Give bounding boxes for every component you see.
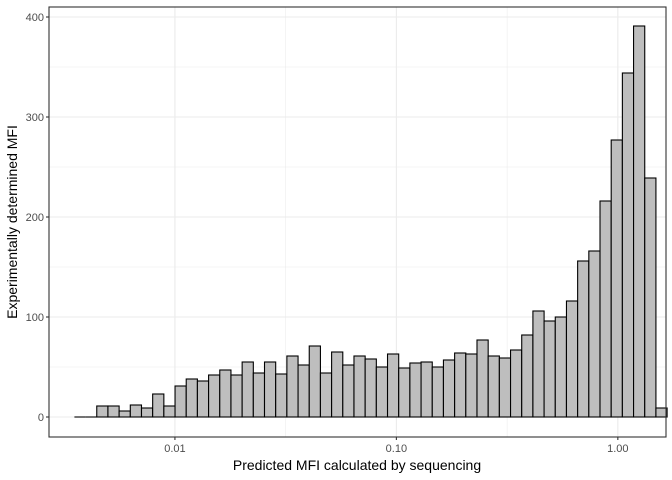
histogram-bar xyxy=(487,355,500,418)
histogram-bar xyxy=(509,349,523,418)
histogram-bar xyxy=(577,260,590,418)
histogram-bar xyxy=(498,357,512,418)
histogram-bar xyxy=(621,72,635,418)
histogram-bar xyxy=(286,355,299,418)
histogram-bar xyxy=(107,405,120,418)
histogram-bar xyxy=(610,139,623,418)
x-tick-label: 0.01 xyxy=(164,443,185,455)
histogram-bar xyxy=(241,361,254,418)
histogram-bar xyxy=(599,200,612,418)
y-axis: 0 100 200 300 400 xyxy=(26,12,49,424)
histogram-bar xyxy=(353,355,366,418)
bars xyxy=(74,25,668,418)
histogram-bar xyxy=(129,404,143,418)
histogram-bar xyxy=(655,407,668,418)
histogram-bar xyxy=(230,374,243,418)
histogram-bar xyxy=(565,300,579,418)
histogram-bar xyxy=(375,366,389,418)
histogram-bar xyxy=(174,385,187,418)
histogram-bar xyxy=(275,373,288,418)
histogram-bar xyxy=(588,250,601,418)
histogram-bar xyxy=(152,393,165,418)
y-tick-label: 200 xyxy=(26,212,44,224)
histogram-bar xyxy=(398,367,411,418)
y-tick-label: 0 xyxy=(38,412,44,424)
y-tick-label: 400 xyxy=(26,12,44,24)
histogram-bar xyxy=(185,378,198,418)
x-axis-title: Predicted MFI calculated by sequencing xyxy=(233,457,481,473)
histogram-bar xyxy=(465,353,478,418)
histogram-bar xyxy=(454,352,467,418)
histogram-bar xyxy=(409,362,422,418)
histogram-bar xyxy=(319,372,333,418)
y-axis-title: Experimentally determined MFI xyxy=(4,125,20,319)
x-tick-label: 0.10 xyxy=(386,443,407,455)
y-tick-label: 300 xyxy=(26,112,44,124)
histogram-bar xyxy=(96,405,109,418)
histogram-bar xyxy=(386,353,400,418)
histogram-bar xyxy=(442,359,456,418)
histogram-bar xyxy=(420,361,433,418)
histogram-bar xyxy=(644,177,657,418)
histogram-bar xyxy=(633,25,646,418)
histogram-bar xyxy=(532,310,545,418)
histogram-bar xyxy=(163,405,176,418)
histogram-bar xyxy=(364,358,377,418)
y-tick-label: 100 xyxy=(26,312,44,324)
histogram-bar xyxy=(308,345,321,418)
histogram-bar xyxy=(140,407,154,418)
histogram-bar xyxy=(331,351,344,418)
x-axis: 0.01 0.10 1.00 xyxy=(164,437,629,455)
histogram-bar xyxy=(196,380,210,418)
histogram-bar xyxy=(219,369,232,418)
histogram-bar xyxy=(543,320,556,418)
histogram-bar xyxy=(342,364,355,418)
histogram-bar xyxy=(252,372,266,418)
histogram-bar xyxy=(431,366,444,418)
histogram-bar xyxy=(554,316,568,418)
histogram-bar xyxy=(521,334,534,418)
panel-border xyxy=(48,6,667,438)
histogram-bar xyxy=(118,410,131,418)
histogram-bar xyxy=(297,364,310,418)
histogram-bar xyxy=(476,339,489,418)
histogram-bar xyxy=(208,374,221,418)
x-tick-label: 1.00 xyxy=(607,443,628,455)
histogram-bar xyxy=(263,361,277,418)
